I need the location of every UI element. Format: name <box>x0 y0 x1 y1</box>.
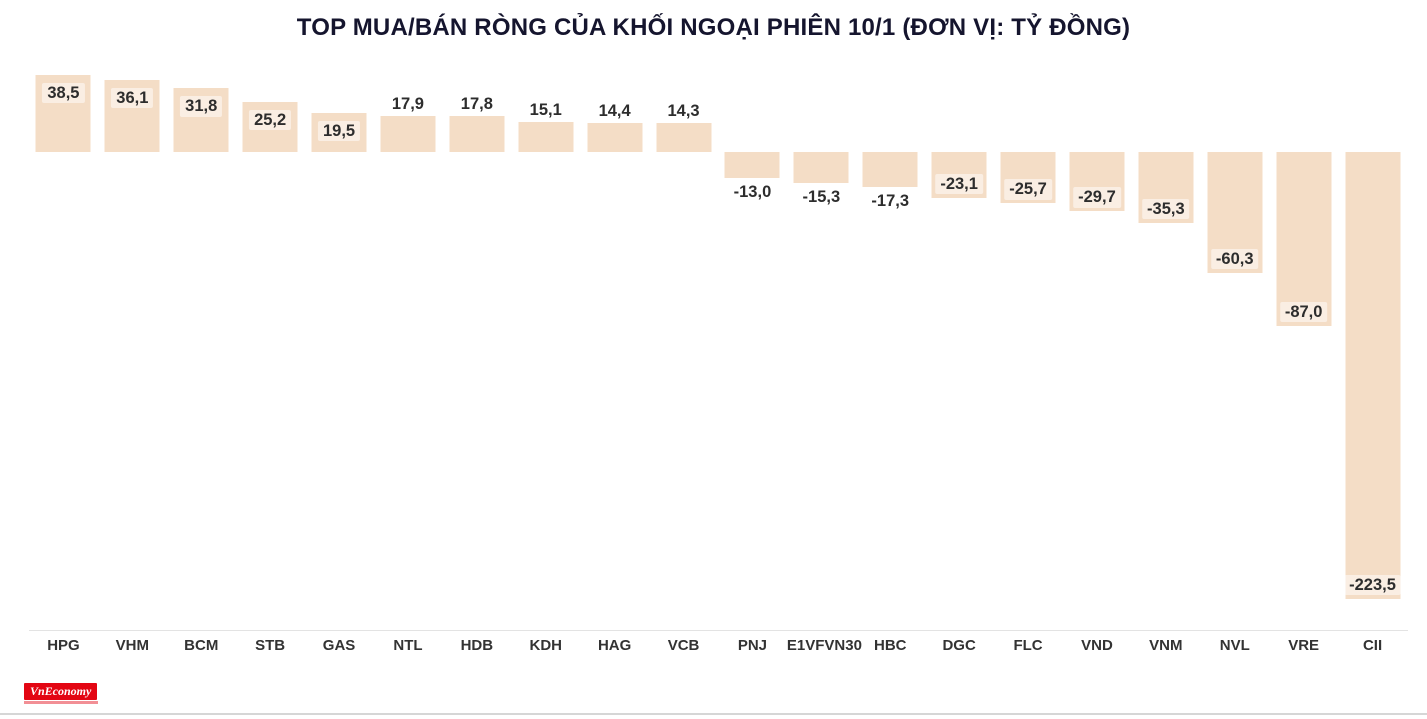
bar-value-label: -87,0 <box>1279 302 1328 323</box>
bar-column: 15,1 <box>511 60 580 620</box>
bar-value-label: 17,8 <box>455 94 498 115</box>
bar <box>724 152 780 178</box>
bar-column: 14,4 <box>580 60 649 620</box>
bar <box>518 121 574 152</box>
bar <box>380 116 436 152</box>
bar-column: 31,8 <box>167 60 236 620</box>
bar-value-label: 14,4 <box>593 101 636 122</box>
bar-column: -223,5 <box>1338 60 1407 620</box>
category-label: VRE <box>1288 637 1320 654</box>
category-label: GAS <box>322 637 356 654</box>
bar-value-label: 14,3 <box>662 101 705 122</box>
bar <box>656 123 712 152</box>
axis-line <box>29 630 1408 631</box>
category-label: DGC <box>942 637 976 654</box>
category-label: PNJ <box>737 637 768 654</box>
category-label: HDB <box>460 637 494 654</box>
bar-value-label: 31,8 <box>180 96 223 117</box>
category-label: HBC <box>873 637 907 654</box>
category-label: VNM <box>1149 637 1183 654</box>
bar-value-label: 15,1 <box>524 99 567 120</box>
bar-column: 17,8 <box>442 60 511 620</box>
category-label: VCB <box>667 637 700 654</box>
category-label: VND <box>1081 637 1113 654</box>
bar-column: 25,2 <box>236 60 305 620</box>
bar-value-label: -17,3 <box>866 190 915 211</box>
category-label: FLC <box>1013 637 1043 654</box>
vneconomy-logo: VnEconomy <box>24 683 98 700</box>
bar-column: -13,0 <box>718 60 787 620</box>
category-label: NTL <box>393 637 423 654</box>
bar-column: -35,3 <box>1131 60 1200 620</box>
bar-column: -87,0 <box>1269 60 1338 620</box>
category-label: HAG <box>597 637 632 654</box>
bar <box>587 123 643 152</box>
bar-column: -17,3 <box>856 60 925 620</box>
bar-value-label: -15,3 <box>797 186 846 207</box>
bar-value-label: 17,9 <box>386 94 429 115</box>
bar-column: 36,1 <box>98 60 167 620</box>
bar-column: 17,9 <box>374 60 443 620</box>
bar-column: 19,5 <box>305 60 374 620</box>
bar-value-label: 19,5 <box>317 121 361 142</box>
bar-value-label: -223,5 <box>1344 575 1401 596</box>
bar-plot-area: 38,5 36,1 31,8 25,2 19,5 17,9 17,8 15,1 14,4 14,3… <box>29 60 1407 620</box>
bar-value-label: -13,0 <box>728 182 777 203</box>
category-label: VHM <box>115 637 149 654</box>
category-axis: HPG VHM BCM STB GAS NTL HDB KDH HAG VCB PNJ E1VFVN3… <box>29 637 1407 659</box>
category-label: E1VFVN30 <box>786 637 862 654</box>
category-label: KDH <box>529 637 562 654</box>
chart-title: TOP MUA/BÁN RÒNG CỦA KHỐI NGOẠI PHIÊN 10… <box>296 14 1131 41</box>
bar-value-label: -23,1 <box>935 174 983 195</box>
bar <box>1345 152 1401 599</box>
bar-column: 38,5 <box>29 60 98 620</box>
bar-column: -15,3 <box>787 60 856 620</box>
bar-column: -60,3 <box>1200 60 1269 620</box>
bar-column: -25,7 <box>994 60 1063 620</box>
bar-value-label: 38,5 <box>42 83 85 104</box>
category-label: STB <box>255 637 286 654</box>
bar-value-label: -25,7 <box>1004 179 1052 200</box>
bottom-divider <box>0 713 1427 715</box>
category-label: NVL <box>1219 637 1250 654</box>
bar-value-label: 36,1 <box>111 87 154 108</box>
bar-column: -23,1 <box>925 60 994 620</box>
bar <box>449 116 505 152</box>
category-label: CII <box>1362 637 1383 654</box>
bar-value-label: -35,3 <box>1142 198 1190 219</box>
bar-column: 14,3 <box>649 60 718 620</box>
bar-value-label: 25,2 <box>249 109 292 130</box>
bar-column: -29,7 <box>1063 60 1132 620</box>
bar <box>1276 152 1332 326</box>
category-label: HPG <box>47 637 80 654</box>
bar-value-label: -29,7 <box>1073 187 1121 208</box>
vneconomy-tagline <box>24 701 98 704</box>
bar <box>862 152 918 187</box>
category-label: BCM <box>184 637 219 654</box>
bar <box>793 152 849 183</box>
bar-value-label: -60,3 <box>1210 248 1259 269</box>
